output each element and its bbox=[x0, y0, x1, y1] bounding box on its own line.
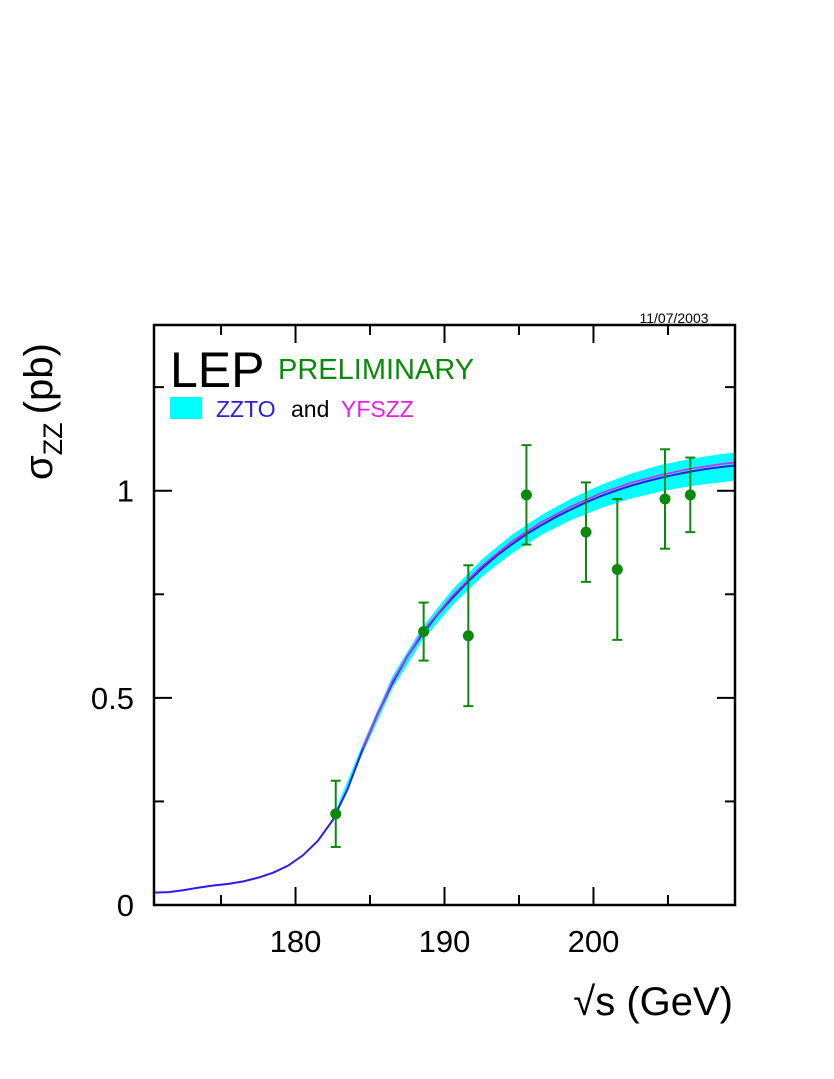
data-point bbox=[684, 456, 696, 534]
band-area bbox=[332, 452, 735, 823]
data-point bbox=[611, 498, 623, 641]
data-point bbox=[520, 444, 532, 546]
zzto-curve bbox=[154, 464, 735, 894]
yfszz-curve bbox=[361, 461, 735, 749]
status-label: PRELIMINARY bbox=[278, 354, 474, 386]
legend-and-label: and bbox=[291, 396, 329, 422]
data-points bbox=[330, 444, 696, 848]
x-tick-label: 190 bbox=[419, 924, 471, 959]
data-point bbox=[580, 481, 592, 583]
y-tick-label: 1 bbox=[117, 474, 134, 509]
data-point bbox=[418, 601, 430, 662]
x-axis-label: √s (GeV) bbox=[573, 980, 733, 1024]
data-marker bbox=[659, 493, 671, 505]
data-marker bbox=[520, 489, 532, 501]
y-tick-label: 0 bbox=[117, 888, 134, 923]
theory-curves bbox=[154, 461, 735, 894]
data-point bbox=[462, 564, 474, 708]
data-marker bbox=[580, 526, 592, 538]
data-marker bbox=[330, 808, 342, 820]
svg-text:σZZ(pb): σZZ (pb) bbox=[17, 343, 68, 480]
y-axis-label: σZZ (pb) bbox=[17, 343, 68, 480]
data-point bbox=[659, 448, 671, 550]
y-axis-subscript: ZZ bbox=[38, 422, 68, 455]
date-label: 11/07/2003 bbox=[639, 310, 708, 326]
y-axis-unit: (pb) bbox=[17, 343, 61, 414]
legend-zzto-label: ZZTO bbox=[216, 396, 276, 422]
y-axis-symbol: σ bbox=[17, 455, 61, 480]
axis-ticks bbox=[154, 325, 735, 905]
x-tick-label: 200 bbox=[568, 924, 620, 959]
y-tick-label: 0.5 bbox=[91, 681, 134, 716]
x-tick-label: 180 bbox=[270, 924, 322, 959]
data-marker bbox=[462, 630, 474, 642]
data-point bbox=[330, 779, 342, 848]
data-marker bbox=[418, 626, 430, 638]
data-marker bbox=[684, 489, 696, 501]
cyan-band-swatch bbox=[170, 397, 202, 419]
legend-yfszz-label: YFSZZ bbox=[341, 396, 414, 422]
uncertainty-band bbox=[332, 452, 735, 823]
experiment-label: LEP bbox=[170, 342, 265, 398]
data-marker bbox=[611, 563, 623, 575]
tick-labels: 180 190 200 0 0.5 1 bbox=[91, 474, 619, 959]
